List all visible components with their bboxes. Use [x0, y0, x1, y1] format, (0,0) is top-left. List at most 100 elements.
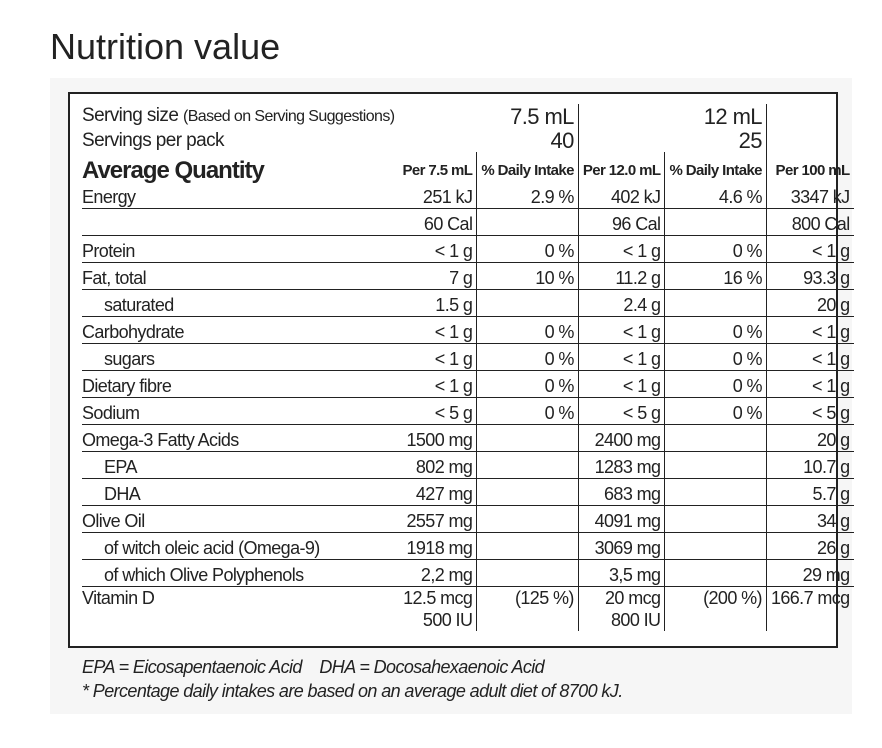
- nutrient-row: of witch oleic acid (Omega-9) 1918 mg 3069…: [82, 532, 854, 560]
- nutrient-name: of which Olive Polyphenols: [82, 559, 399, 587]
- value-cell: 12.5 mcg 500 IU: [398, 586, 478, 631]
- nutrient-name: [82, 208, 399, 236]
- value-cell: 0 %: [476, 370, 579, 398]
- serving-value: 7.5 mL: [398, 104, 579, 128]
- value-cell: 0 %: [664, 397, 767, 425]
- value-cell: [476, 559, 579, 587]
- nutrient-row: Vitamin D 12.5 mcg 500 IU (125 %) 20 mcg 800 …: [82, 586, 854, 631]
- nutrient-row: Fat, total 7 g 10 % 11.2 g 16 % 93.3 g: [82, 262, 854, 290]
- value-cell: [476, 424, 579, 452]
- footnotes: EPA = Eicosapentaenoic Acid DHA = Docosa…: [82, 655, 623, 703]
- value-cell: < 5 g: [766, 397, 854, 425]
- nutrient-row: saturated 1.5 g 2.4 g 20 g: [82, 289, 854, 317]
- value-cell: 4091 mg: [578, 505, 666, 533]
- value-cell: 802 mg: [398, 451, 478, 479]
- value-cell: 20 g: [766, 289, 854, 317]
- value-cell: 0 %: [664, 370, 767, 398]
- value-cell: < 5 g: [398, 397, 478, 425]
- nutrient-name: Protein: [82, 235, 399, 263]
- value-cell: (200 %): [664, 586, 767, 631]
- value-cell: 2.4 g: [578, 289, 666, 317]
- serving-label: Servings per pack: [82, 128, 398, 152]
- nutrient-name: DHA: [82, 478, 399, 506]
- value-cell: 402 kJ: [578, 182, 666, 209]
- value-cell: [664, 424, 767, 452]
- value-cell: 3,5 mg: [578, 559, 666, 587]
- value-cell: [476, 532, 579, 560]
- value-cell: 3069 mg: [578, 532, 666, 560]
- value-cell: 1283 mg: [578, 451, 666, 479]
- footnote: EPA = Eicosapentaenoic Acid: [82, 657, 302, 677]
- value-cell: [664, 532, 767, 560]
- header-row: Average Quantity Per 7.5 mL% Daily Intake…: [82, 152, 854, 184]
- cell: [766, 128, 853, 152]
- label: Serving size: [82, 105, 179, 126]
- value-cell: < 1 g: [398, 370, 478, 398]
- value-cell: 0 %: [664, 235, 767, 263]
- value-cell: 800 Cal: [766, 208, 854, 236]
- value-cell: 0 %: [664, 343, 767, 371]
- cell: [766, 104, 853, 128]
- value-cell: 166.7 mcg: [770, 588, 850, 608]
- value-cell: 34 g: [766, 505, 854, 533]
- serving-value: 25: [578, 128, 767, 152]
- header-cell: % Daily Intake: [476, 152, 579, 182]
- value-cell: < 1 g: [766, 316, 854, 344]
- value-cell: 0 %: [476, 397, 579, 425]
- table: Serving size (Based on Serving Suggestio…: [82, 104, 854, 631]
- nutrient-name: of witch oleic acid (Omega-9): [82, 532, 399, 560]
- value-cell: [664, 208, 767, 236]
- value-cell: 2.9 %: [476, 182, 579, 209]
- value-cell: 20 mcg 800 IU: [578, 586, 666, 631]
- footnote: * Percentage daily intakes are based on …: [82, 681, 623, 701]
- value-line: 20 mcg: [605, 588, 661, 608]
- nutrient-name: Carbohydrate: [82, 316, 399, 344]
- value-cell: 60 Cal: [398, 208, 478, 236]
- value-cell: 2400 mg: [578, 424, 666, 452]
- value-cell: 2,2 mg: [398, 559, 478, 587]
- header-cell: Average Quantity: [82, 157, 265, 184]
- nutrient-name: Sodium: [82, 397, 399, 425]
- value-cell: [476, 208, 579, 236]
- header-cell: Per 12.0 mL: [578, 152, 666, 182]
- value-cell: [664, 505, 767, 533]
- value-cell: 0 %: [664, 316, 767, 344]
- nutrient-row: 60 Cal 96 Cal 800 Cal: [82, 208, 854, 236]
- value-cell: [664, 289, 767, 317]
- title: Nutrition value: [50, 26, 281, 67]
- value-cell: 7 g: [398, 262, 478, 290]
- serving-row: Serving size (Based on Serving Suggestio…: [82, 104, 854, 128]
- serving-value: 40: [398, 128, 579, 152]
- value-cell: < 1 g: [766, 235, 854, 263]
- value-cell: 16 %: [664, 262, 767, 290]
- header-cell: % Daily Intake: [664, 152, 767, 182]
- value-cell: < 1 g: [766, 343, 854, 371]
- nutrient-name: Energy: [82, 182, 399, 209]
- nutrient-row: Omega-3 Fatty Acids 1500 mg 2400 mg 20 g: [82, 424, 854, 452]
- value-cell: 11.2 g: [578, 262, 666, 290]
- value-cell: 2557 mg: [398, 505, 478, 533]
- value-line: 12.5 mcg: [403, 588, 473, 608]
- value-cell: < 5 g: [578, 397, 666, 425]
- nutrient-row: EPA 802 mg 1283 mg 10.7 g: [82, 451, 854, 479]
- value-cell: < 1 g: [766, 370, 854, 398]
- value-cell: < 1 g: [578, 316, 666, 344]
- value-cell: [664, 451, 767, 479]
- value-cell: 20 g: [766, 424, 854, 452]
- nutrient-name: saturated: [82, 289, 399, 317]
- value-cell: 4.6 %: [664, 182, 767, 209]
- nutrient-name: Omega-3 Fatty Acids: [82, 424, 399, 452]
- value-cell: < 1 g: [578, 343, 666, 371]
- nutrient-name: Fat, total: [82, 262, 399, 290]
- value-cell: < 1 g: [578, 370, 666, 398]
- value-cell: 3347 kJ: [766, 182, 854, 209]
- value-cell: [476, 289, 579, 317]
- serving-label: Serving size (Based on Serving Suggestio…: [82, 104, 398, 128]
- value-cell: 29 mg: [766, 559, 854, 587]
- value-cell: 0 %: [476, 235, 579, 263]
- nutrient-row: DHA 427 mg 683 mg 5.7 g: [82, 478, 854, 506]
- value-cell: 683 mg: [578, 478, 666, 506]
- nutrient-name: Dietary fibre: [82, 370, 399, 398]
